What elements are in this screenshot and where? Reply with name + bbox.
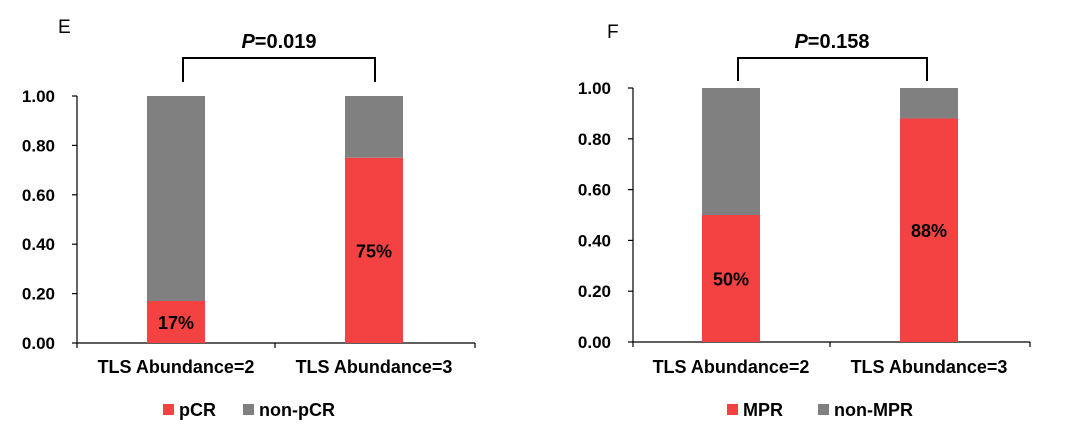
legend-swatch-non-mpr xyxy=(818,404,829,415)
y-tick-label: 0.60 xyxy=(578,181,611,200)
legend-swatch-non-pcr xyxy=(243,404,254,415)
p-value-label: P=0.158 xyxy=(794,31,869,53)
category-label: TLS Abundance=3 xyxy=(296,357,453,377)
legend-swatch-mpr xyxy=(727,404,738,415)
y-tick-label: 0.00 xyxy=(22,334,55,353)
y-tick-label: 0.80 xyxy=(22,136,55,155)
category-label: TLS Abundance=3 xyxy=(851,357,1008,377)
significance-bracket xyxy=(182,57,376,82)
y-tick-label: 0.80 xyxy=(578,130,611,149)
legend-label-non-mpr: non-MPR xyxy=(834,400,913,420)
bar-pcr-2 xyxy=(345,157,403,343)
y-tick-label: 0.40 xyxy=(578,231,611,250)
data-label: 75% xyxy=(356,241,392,261)
significance-bracket xyxy=(737,57,928,81)
category-label: TLS Abundance=2 xyxy=(653,357,810,377)
plot-area: 0.00 0.20 0.40 0.60 0.80 1.00 17% TLS Abundance… xyxy=(22,87,476,377)
y-tick-label: 1.00 xyxy=(578,79,611,98)
y-tick-label: 0.20 xyxy=(22,285,55,304)
bar-non-pcr-2 xyxy=(345,96,403,158)
bar-mpr-1 xyxy=(702,215,760,342)
legend-label-mpr: MPR xyxy=(743,400,783,420)
bar-mpr-2 xyxy=(900,118,958,342)
y-tick-label: 1.00 xyxy=(22,87,55,106)
legend-label-pcr: pCR xyxy=(179,400,216,420)
y-tick-label: 0.00 xyxy=(578,333,611,352)
bar-non-mpr-1 xyxy=(702,88,760,215)
legend: pCR non-pCR xyxy=(163,400,335,420)
legend: MPR non-MPR xyxy=(727,400,913,420)
panel-label: F xyxy=(607,22,619,43)
legend-swatch-pcr xyxy=(163,404,174,415)
legend-label-non-pcr: non-pCR xyxy=(259,400,335,420)
chart-panel-f: F P=0.158 0.00 0.20 0.40 0.60 0.80 1.00 50% TLS… xyxy=(578,22,1031,420)
data-label: 17% xyxy=(158,313,194,333)
chart-panel-e: E P=0.019 0.00 0.20 0.40 0.60 0.80 1.00 17% TLS… xyxy=(22,17,476,420)
plot-area: 0.00 0.20 0.40 0.60 0.80 1.00 50% TLS Abundance… xyxy=(578,79,1031,377)
y-tick-label: 0.40 xyxy=(22,235,55,254)
category-label: TLS Abundance=2 xyxy=(98,357,255,377)
bar-non-mpr-2 xyxy=(900,88,958,119)
data-label: 50% xyxy=(713,270,749,290)
p-value-label: P=0.019 xyxy=(241,31,316,53)
panel-label: E xyxy=(58,17,71,38)
y-tick-label: 0.20 xyxy=(578,282,611,301)
y-tick-label: 0.60 xyxy=(22,186,55,205)
bar-pcr-1 xyxy=(147,301,205,343)
data-label: 88% xyxy=(911,221,947,241)
bar-non-pcr-1 xyxy=(147,96,205,302)
